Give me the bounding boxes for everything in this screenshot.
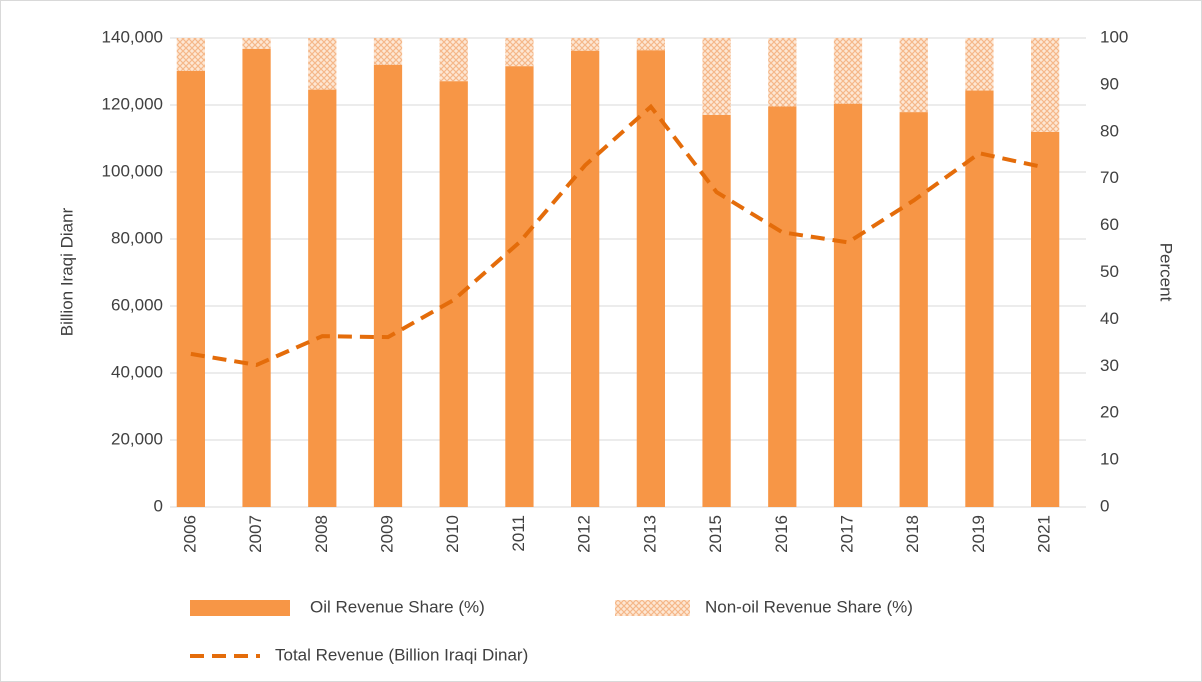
x-tick-label: 2015 <box>706 515 725 553</box>
bar <box>1031 38 1060 132</box>
bar <box>176 70 205 507</box>
y2-tick-label: 50 <box>1100 262 1119 281</box>
y2-axis-label: Percent <box>1157 243 1176 302</box>
bar <box>571 50 600 508</box>
x-tick-label: 2019 <box>969 515 988 553</box>
x-tick-label: 2013 <box>640 515 659 553</box>
bar <box>308 89 337 507</box>
x-tick-label: 2021 <box>1035 515 1054 553</box>
x-tick-label: 2009 <box>377 515 396 553</box>
y-tick-label: 120,000 <box>102 94 163 113</box>
y2-tick-label: 60 <box>1100 215 1119 234</box>
bar <box>571 38 600 51</box>
bar <box>965 38 994 91</box>
bar <box>439 38 468 82</box>
y-tick-label: 40,000 <box>111 362 163 381</box>
y2-tick-label: 70 <box>1100 168 1119 187</box>
bar <box>702 114 731 507</box>
legend-label: Total Revenue (Billion Iraqi Dinar) <box>275 645 528 664</box>
legend-label: Non-oil Revenue Share (%) <box>705 597 913 616</box>
bar <box>505 66 534 507</box>
y2-tick-label: 10 <box>1100 450 1119 469</box>
y-tick-label: 60,000 <box>111 295 163 314</box>
y2-tick-label: 40 <box>1100 309 1119 328</box>
bar <box>899 112 928 508</box>
y-tick-label: 100,000 <box>102 161 163 180</box>
bar <box>636 38 665 51</box>
bar <box>373 38 403 65</box>
y-tick-label: 80,000 <box>111 228 163 247</box>
legend-label: Oil Revenue Share (%) <box>310 597 485 616</box>
bar <box>439 81 468 507</box>
bar <box>1031 131 1060 508</box>
x-tick-label: 2016 <box>772 515 791 553</box>
bar <box>242 48 271 508</box>
line-series <box>190 103 1046 368</box>
bar <box>242 38 271 49</box>
bar <box>176 38 205 71</box>
y-tick-label: 140,000 <box>102 27 163 46</box>
bar <box>373 64 403 507</box>
bar <box>899 38 928 113</box>
bar <box>636 50 665 507</box>
x-tick-label: 2008 <box>312 515 331 553</box>
y2-tick-label: 20 <box>1100 403 1119 422</box>
bar <box>702 38 731 115</box>
x-tick-label: 2007 <box>246 515 265 553</box>
y2-tick-label: 100 <box>1100 27 1128 46</box>
bar <box>505 38 534 67</box>
x-tick-label: 2010 <box>443 515 462 553</box>
bar <box>768 106 797 507</box>
x-tick-label: 2017 <box>837 515 856 553</box>
y-axis-label: Billion Iraqi Dianr <box>57 207 76 336</box>
bar <box>833 103 863 507</box>
y2-tick-label: 90 <box>1100 74 1119 93</box>
bar <box>308 38 337 90</box>
legend-swatch <box>190 600 290 616</box>
x-tick-label: 2011 <box>509 515 528 552</box>
y2-tick-label: 30 <box>1100 356 1119 375</box>
y2-tick-label: 80 <box>1100 121 1119 140</box>
y-tick-label: 20,000 <box>111 429 163 448</box>
bar <box>768 38 797 107</box>
bar <box>965 90 994 507</box>
x-tick-label: 2018 <box>903 515 922 553</box>
bar <box>833 38 863 104</box>
legend-swatch <box>615 600 690 616</box>
x-tick-label: 2012 <box>575 515 594 553</box>
y2-tick-label: 0 <box>1100 496 1109 515</box>
y-tick-label: 0 <box>154 496 163 515</box>
x-tick-label: 2006 <box>180 515 199 553</box>
